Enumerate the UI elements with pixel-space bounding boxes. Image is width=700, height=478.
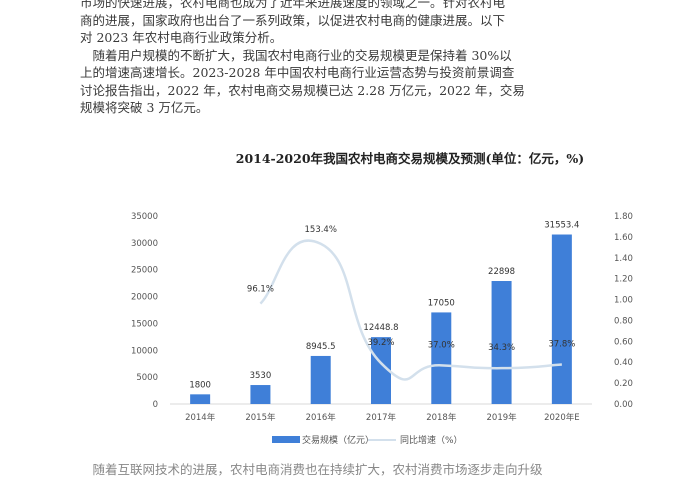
right-axis-tick: 0.00: [614, 400, 633, 410]
bar: [190, 394, 211, 404]
bar-data-label: 3530: [250, 371, 272, 381]
left-axis-tick: 25000: [131, 266, 158, 276]
right-axis-tick: 1.60: [614, 233, 633, 243]
right-axis-tick: 0.60: [614, 337, 633, 347]
legend-line-label: 同比增速（%）: [400, 434, 463, 446]
bar: [551, 234, 572, 404]
bar: [250, 385, 271, 404]
right-axis-tick: 1.80: [614, 212, 633, 222]
line-data-label: 96.1%: [247, 285, 274, 295]
x-axis-tick: 2014年: [185, 412, 216, 423]
text-line: 讨论报告指出，2022 年，农村电商交易规模已达 2.28 万亿元，2022 年…: [80, 82, 525, 98]
right-axis-tick: 1.00: [614, 296, 633, 306]
bar-data-label: 22898: [488, 267, 515, 277]
text-line: 对 2023 年农村电商行业政策分析。: [80, 30, 283, 45]
right-axis-tick: 0.40: [614, 358, 633, 368]
bar-data-label: 17050: [428, 298, 455, 308]
bar: [491, 281, 512, 404]
right-axis-tick: 1.40: [614, 254, 633, 264]
bar: [310, 355, 331, 404]
line-data-label: 37.8%: [548, 340, 575, 350]
line-data-label: 153.4%: [305, 225, 337, 235]
legend-bar-swatch: [272, 436, 300, 443]
text-line: 商的进展，国家政府也出台了一系列政策，以促进农村电商的健康进展。以下: [80, 12, 506, 28]
text-line: 随着用户规模的不断扩大，我国农村电商行业的交易规模更是保持着 30%以: [80, 47, 512, 63]
bar: [371, 337, 391, 404]
bar-data-label: 31553.4: [544, 221, 579, 231]
right-axis-tick: 0.20: [614, 379, 633, 389]
left-axis-tick: 5000: [136, 373, 158, 383]
bar-data-label: 1800: [189, 380, 211, 390]
right-axis-tick: 1.20: [614, 275, 633, 285]
bar-data-label: 8945.5: [306, 342, 336, 352]
x-axis-tick: 2015年: [245, 412, 276, 423]
left-axis-tick: 20000: [131, 293, 158, 303]
legend-bar-label: 交易规模（亿元）: [302, 434, 374, 446]
text-line: 规模将突破 3 万亿元。: [80, 100, 209, 115]
x-axis-tick: 2016年: [306, 412, 337, 423]
left-axis-tick: 35000: [131, 212, 158, 222]
x-axis-tick: 2019年: [487, 412, 518, 423]
bar-data-label: 12448.8: [363, 323, 398, 333]
bar: [431, 312, 452, 404]
line-data-label: 37.0%: [428, 340, 455, 350]
line-data-label: 39.2%: [367, 338, 394, 348]
x-axis-tick: 2020年E: [544, 412, 580, 423]
x-axis-tick: 2017年: [366, 412, 397, 423]
left-axis-tick: 10000: [131, 346, 158, 356]
text-line: 市场的快速进展，农村电商也成为了近年来进展速度的领域之一。针对农村电: [80, 0, 506, 10]
line-data-label: 34.3%: [488, 343, 515, 353]
chart-title: 2014-2020年我国农村电商交易规模及预测(单位：亿元，%): [235, 151, 585, 166]
x-axis-tick: 2018年: [426, 412, 457, 423]
text-line: 上的增速高速增长。2023-2028 年中国农村电商行业运营态势与投资前景调查: [80, 65, 515, 80]
left-axis-tick: 30000: [131, 239, 158, 249]
left-axis-tick: 0: [153, 400, 158, 410]
left-axis-tick: 15000: [131, 319, 158, 329]
right-axis-tick: 0.80: [614, 316, 633, 326]
growth-line: [259, 239, 562, 381]
